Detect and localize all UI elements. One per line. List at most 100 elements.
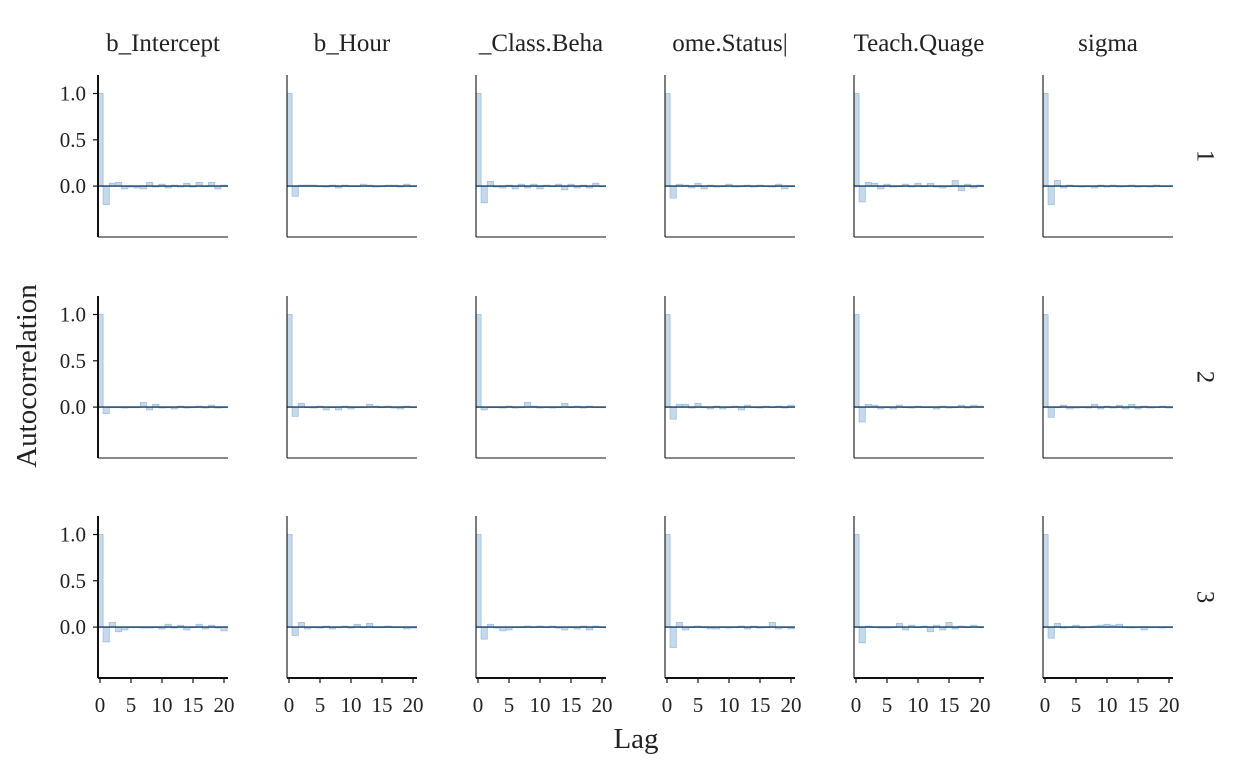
acf-bar xyxy=(475,93,482,187)
acf-bar xyxy=(664,93,671,187)
x-tick-label: 0 xyxy=(284,693,295,717)
x-tick-label: 15 xyxy=(1128,693,1149,717)
acf-bar xyxy=(853,314,860,408)
panel-2-b-hour xyxy=(286,296,417,459)
acf-bar xyxy=(669,626,677,648)
x-tick-label: 10 xyxy=(341,693,362,717)
acf-bar xyxy=(1042,534,1049,628)
acf-bar xyxy=(102,626,110,643)
panel-grid: b_Intercept b_Hour _Class.Beha ome.Status| T… xyxy=(60,30,1219,717)
y-tick-label: 1.0 xyxy=(60,303,86,327)
x-tick-label: 15 xyxy=(939,693,960,717)
acf-bar xyxy=(1047,406,1055,418)
acf-bar xyxy=(669,406,677,420)
panel-2-teach-quage xyxy=(853,296,984,459)
y-tick-label: 0.0 xyxy=(60,174,86,198)
x-tick-label: 5 xyxy=(126,693,137,717)
y-tick-label: 0.0 xyxy=(60,395,86,419)
y-tick-label: 1.0 xyxy=(60,523,86,547)
x-tick-label: 10 xyxy=(719,693,740,717)
column-title-sigma: sigma xyxy=(1078,30,1138,57)
acf-bar xyxy=(853,534,860,628)
x-tick-label: 10 xyxy=(1097,693,1118,717)
y-tick-label: 0.5 xyxy=(60,569,86,593)
panel-2-ome-status xyxy=(664,296,795,459)
panel-1-sigma xyxy=(1042,75,1173,238)
column-title-ome-status: ome.Status| xyxy=(672,30,787,57)
x-tick-label: 10 xyxy=(908,693,929,717)
acf-bar xyxy=(102,406,110,414)
x-tick-label: 5 xyxy=(1071,693,1082,717)
x-tick-label: 0 xyxy=(662,693,673,717)
x-axis-title: Lag xyxy=(613,723,658,755)
acf-bar xyxy=(858,406,866,423)
panel-3-class-beha: 0 5 10 15 20 xyxy=(473,516,613,717)
column-title-b-hour: b_Hour xyxy=(314,30,391,57)
x-tick-label: 10 xyxy=(152,693,173,717)
y-tick-label: 0.0 xyxy=(60,615,86,639)
acf-bar xyxy=(286,314,293,408)
panel-3-teach-quage: 0 5 10 15 20 xyxy=(851,516,991,717)
y-tick-label: 0.5 xyxy=(60,128,86,152)
panel-2-sigma xyxy=(1042,296,1173,459)
x-tick-label: 20 xyxy=(214,693,235,717)
acf-bar xyxy=(858,626,866,644)
x-tick-label: 5 xyxy=(693,693,704,717)
acf-bar xyxy=(853,93,860,187)
x-tick-label: 0 xyxy=(95,693,106,717)
acf-bar xyxy=(858,185,866,203)
acf-bar xyxy=(102,185,110,205)
panel-2-class-beha xyxy=(475,296,606,459)
acf-bar xyxy=(1042,93,1049,187)
panel-1-b-intercept: 1.0 0.5 0.0 xyxy=(60,75,228,238)
acf-bar xyxy=(286,534,293,628)
column-title-b-intercept: b_Intercept xyxy=(106,30,220,57)
y-tick-label: 0.5 xyxy=(60,349,86,373)
panel-1-ome-status xyxy=(664,75,795,238)
panel-3-sigma: 0 5 10 15 20 xyxy=(1040,516,1180,717)
acf-bar xyxy=(1047,626,1055,639)
x-tick-label: 5 xyxy=(315,693,326,717)
x-tick-label: 5 xyxy=(882,693,893,717)
acf-bar xyxy=(475,314,482,408)
acf-bar xyxy=(286,93,293,187)
x-tick-label: 10 xyxy=(530,693,551,717)
x-tick-label: 15 xyxy=(183,693,204,717)
acf-bar xyxy=(480,626,488,640)
panel-2-b-intercept: 1.0 0.5 0.0 xyxy=(60,296,228,459)
row-label-3: 3 xyxy=(1192,591,1219,604)
acf-bar xyxy=(291,185,299,197)
x-tick-label: 20 xyxy=(970,693,991,717)
acf-bar xyxy=(1047,185,1055,205)
panel-3-b-hour: 0 5 10 15 20 xyxy=(284,516,424,717)
x-tick-label: 15 xyxy=(750,693,771,717)
x-tick-label: 20 xyxy=(592,693,613,717)
x-tick-label: 0 xyxy=(851,693,862,717)
acf-bar xyxy=(951,180,959,187)
panel-3-b-intercept: 1.0 0.5 0.0 0 5 10 15 20 xyxy=(60,516,235,717)
panel-1-class-beha xyxy=(475,75,606,238)
row-label-1: 1 xyxy=(1192,150,1219,163)
x-tick-label: 20 xyxy=(403,693,424,717)
x-tick-label: 20 xyxy=(1159,693,1180,717)
column-title-teach-quage: Teach.Quage xyxy=(854,30,985,57)
column-title-class-beha: _Class.Beha xyxy=(478,30,603,57)
acf-bar xyxy=(291,406,299,417)
x-tick-label: 5 xyxy=(504,693,515,717)
y-axis-title: Autocorrelation xyxy=(11,284,43,468)
panel-3-ome-status: 0 5 10 15 20 xyxy=(662,516,802,717)
acf-bar xyxy=(669,185,677,199)
acf-bar xyxy=(664,314,671,408)
x-tick-label: 0 xyxy=(473,693,484,717)
acf-bar xyxy=(1053,180,1061,187)
acf-bar xyxy=(664,534,671,628)
acf-bar xyxy=(480,185,488,204)
x-tick-label: 0 xyxy=(1040,693,1051,717)
acf-bar xyxy=(475,534,482,628)
y-tick-label: 1.0 xyxy=(60,82,86,106)
acf-bar xyxy=(291,626,299,636)
panel-1-teach-quage xyxy=(853,75,984,238)
x-tick-label: 15 xyxy=(561,693,582,717)
panel-1-b-hour xyxy=(286,75,417,238)
row-label-2: 2 xyxy=(1192,371,1219,384)
